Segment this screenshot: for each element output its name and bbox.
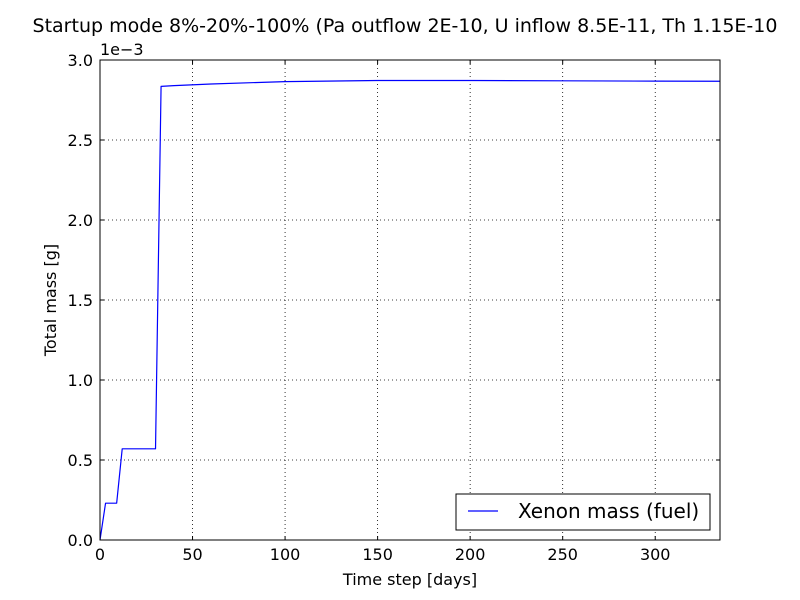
x-tick-label: 100 (270, 545, 301, 564)
x-tick-label: 250 (547, 545, 578, 564)
y-tick-label: 0.0 (68, 531, 93, 550)
legend-box (455, 493, 711, 531)
y-tick-label: 3.0 (68, 51, 93, 70)
series-layer (99, 79, 721, 541)
legend: Xenon mass (fuel) (455, 493, 711, 531)
chart-title: Startup mode 8%-20%-100% (Pa outflow 2E-… (33, 15, 778, 37)
y-tick-label: 1.0 (68, 371, 93, 390)
y-axis-multiplier: 1e−3 (100, 40, 144, 59)
y-tick-label: 1.5 (68, 291, 93, 310)
legend-label-xenon: Xenon mass (fuel) (518, 499, 699, 523)
y-axis-label: Total mass [g] (41, 244, 60, 357)
axis-ticks: 0 50 100 150 200 250 300 0.0 0.5 1.0 1.5 2.0 2.5 3.0 (68, 51, 720, 564)
x-tick-label: 50 (182, 545, 202, 564)
x-tick-label: 0 (95, 545, 105, 564)
x-tick-label: 150 (362, 545, 393, 564)
x-tick-label: 300 (640, 545, 671, 564)
y-tick-label: 2.0 (68, 211, 93, 230)
x-axis-label: Time step [days] (342, 570, 477, 589)
y-tick-label: 0.5 (68, 451, 93, 470)
x-tick-label: 200 (455, 545, 486, 564)
y-tick-label: 2.5 (68, 131, 93, 150)
grid-lines (100, 60, 720, 540)
series-line-xenon-mass (99, 79, 721, 541)
